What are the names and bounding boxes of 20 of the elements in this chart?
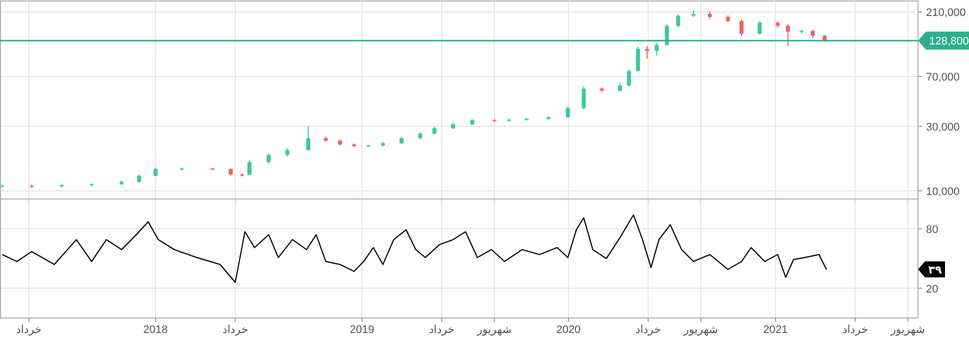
x-tick-label: 2019	[350, 324, 374, 336]
x-tick-label: خرداد	[16, 324, 42, 336]
x-tick-label: 2018	[143, 324, 168, 336]
text: ۳۹	[928, 264, 942, 276]
y-tick-label: 20	[926, 283, 938, 296]
x-tick-label: خرداد	[222, 324, 248, 336]
x-tick-label: خرداد	[842, 324, 868, 336]
ref-line-label: 128,800	[929, 36, 969, 48]
x-tick-label: 2020	[556, 324, 581, 336]
x-tick-label: خرداد	[635, 324, 662, 336]
y-tick-label: 70,000	[926, 71, 960, 84]
y-tick-label: 30,000	[926, 121, 960, 134]
x-tick-label: شهریور	[476, 324, 512, 336]
x-tick-label: شهریور	[682, 324, 718, 336]
x-tick-label: شهریور	[890, 324, 926, 336]
x-tick-label: 2021	[763, 324, 788, 336]
x-tick-label: خرداد	[428, 324, 455, 336]
y-tick-label: 10,000	[926, 186, 960, 198]
y-tick-label: 210,000	[926, 6, 966, 19]
y-tick-label: 80	[926, 224, 938, 236]
